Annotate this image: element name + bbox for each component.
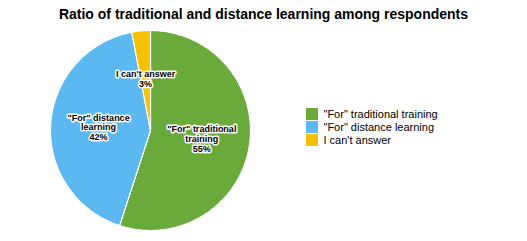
html-text:I can't answer: I can't answer	[323, 133, 391, 146]
html-text:Ratio of traditional and dista: Ratio of traditional and distance learni…	[58, 6, 469, 22]
html-text:"For" distance learning: "For" distance learning	[323, 120, 434, 133]
svg-text:I can't answer3%: I can't answer3%	[116, 69, 176, 89]
html-text:"For" traditional training: "For" traditional training	[323, 107, 438, 120]
svg-text:"For" traditionaltraining55%: "For" traditionaltraining55%	[167, 124, 236, 154]
svg-text:"For" distancelearning42%: "For" distancelearning42%	[68, 113, 130, 143]
